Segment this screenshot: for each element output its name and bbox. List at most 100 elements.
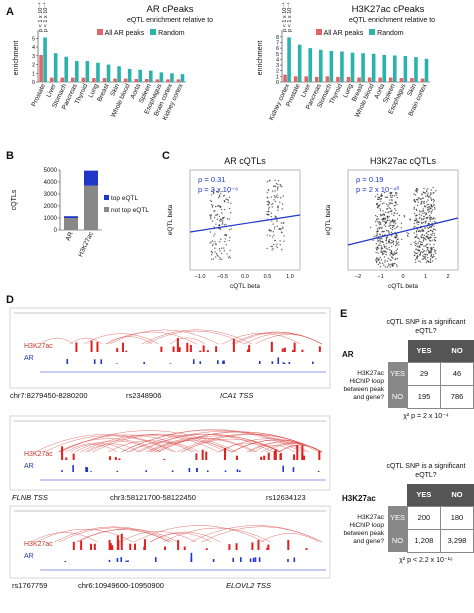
scatter-point (426, 243, 429, 245)
panel-e-ar: cQTL SNP is a significant eQTL? AR H3K27… (340, 318, 474, 420)
label-ar: AR (342, 350, 354, 359)
h3k27ac-peak (287, 539, 290, 550)
col-yes: YES (407, 340, 441, 362)
scatter-point (388, 231, 390, 233)
scatter-point (384, 220, 386, 223)
scatter-point (423, 202, 425, 204)
scatter-point (434, 221, 437, 224)
scatter-point (283, 240, 285, 242)
scatter-point (220, 220, 222, 222)
scatter-point (219, 228, 221, 230)
scatter-point (433, 228, 435, 230)
scatter-point (430, 192, 432, 194)
cell-ar-no-no: 786 (440, 384, 474, 409)
scatter-point (428, 214, 431, 217)
scatter-point (424, 237, 426, 240)
row-no: NO (388, 385, 408, 408)
bar-random (287, 37, 291, 82)
h3k27ac-peak (205, 451, 208, 460)
row-yes-h3: YES (388, 506, 408, 529)
ar-peak (249, 558, 252, 562)
bar-all-ar (81, 77, 86, 82)
h3k27ac-peak (260, 456, 263, 460)
scatter-point (417, 252, 419, 254)
scatter-point (422, 221, 425, 224)
hichip-loop (106, 331, 197, 345)
scatter-point (229, 257, 232, 259)
scatter-point (270, 215, 272, 218)
scatter-point (210, 254, 213, 256)
scatter-point (430, 189, 432, 191)
scatter-point (394, 227, 396, 230)
h3k27ac-peak (195, 453, 198, 460)
y-tick-label: 2 (276, 69, 279, 75)
scatter-point (385, 229, 388, 232)
scatter-point (282, 227, 284, 230)
scatter-point (377, 238, 379, 240)
scatter-point (268, 202, 270, 204)
scatter-point (377, 205, 379, 208)
chart-title-ar-cpeaks: AR cPeaks (146, 4, 194, 15)
hichip-loop (129, 433, 274, 453)
p-value-label: p < 1 x 10⁻⁴ (42, 2, 49, 32)
scatter-point (428, 250, 431, 253)
scatter-point (430, 212, 432, 214)
scatter-point (395, 235, 397, 237)
scatter-point (230, 228, 232, 230)
h3k27ac-peak (267, 452, 270, 460)
hichip-loop (154, 435, 282, 453)
scatter-point (395, 233, 398, 236)
legend-label-not-top: not top eQTL (111, 207, 149, 214)
ar-peak (85, 466, 87, 472)
scatter-point (380, 215, 382, 217)
scatter-point (387, 219, 389, 222)
scatter-point (378, 244, 381, 246)
scatter-point (435, 258, 437, 260)
hichip-loop (150, 438, 255, 453)
h3k27ac-peak (235, 455, 238, 460)
ar-peak (190, 558, 193, 562)
scatter-point (429, 243, 431, 246)
scatter-point (392, 241, 394, 243)
scatter-point (431, 232, 434, 235)
scatter-point (393, 214, 395, 217)
ar-peak (199, 361, 202, 364)
h3k27ac-peak (201, 449, 204, 460)
scatter-point (374, 221, 377, 223)
ar-peak (120, 557, 123, 562)
track-label-h3k27ac: H3K27ac (24, 541, 53, 548)
hichip-loop (108, 440, 192, 453)
scatter-point (222, 195, 225, 197)
scatter-point (403, 216, 406, 218)
locus-label: ICA1 TSS (220, 391, 253, 400)
locus-label: rs1767759 (12, 581, 47, 590)
scatter-point (390, 259, 392, 262)
h3k27ac-peak (111, 545, 114, 550)
scatter-point (274, 215, 276, 217)
scatter-point (431, 206, 433, 208)
bar-random (371, 53, 376, 82)
h3k27ac-peak (172, 346, 175, 352)
scatter-point (430, 193, 432, 195)
scatter-title: H3K27ac cQTLs (370, 156, 437, 166)
legend-swatch-random-right (369, 29, 376, 35)
scatter-point (390, 224, 392, 227)
scatter-point (378, 227, 381, 230)
scatter-point (425, 190, 428, 193)
bar-random (117, 66, 121, 82)
h3k27ac-peak (267, 544, 270, 550)
scatter-point (422, 239, 425, 241)
scatter-point (383, 252, 385, 254)
scatter-point (384, 261, 386, 263)
scatter-point (434, 249, 437, 252)
scatter-point (376, 228, 379, 230)
scatter-point (426, 256, 429, 259)
scatter-point (377, 247, 380, 249)
scatter-point (272, 243, 275, 246)
scatter-point (429, 239, 431, 242)
p-value-label: p < 1 x 10⁻⁴ (286, 2, 293, 32)
scatter-point (421, 248, 424, 250)
p-label: p = 2 x 10⁻⁴⁰ (356, 185, 399, 194)
scatter-point (391, 199, 393, 201)
locus-label: FLNB TSS (12, 493, 48, 502)
